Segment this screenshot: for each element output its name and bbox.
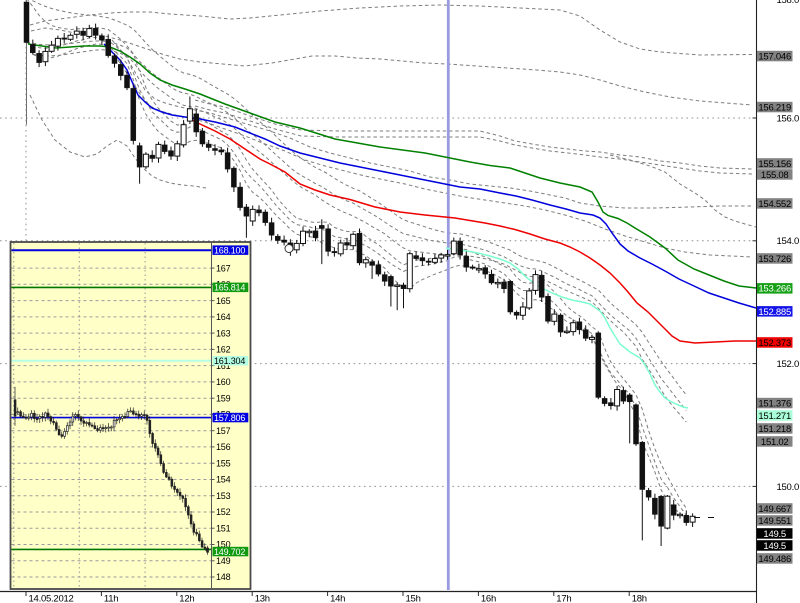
svg-text:152: 152 [216, 507, 231, 517]
svg-text:152.885: 152.885 [758, 307, 791, 318]
svg-text:155.08: 155.08 [761, 170, 789, 181]
svg-text:168.100: 168.100 [214, 245, 245, 255]
svg-text:159: 159 [216, 393, 231, 403]
svg-text:156.0: 156.0 [776, 113, 799, 124]
svg-text:150.0: 150.0 [776, 482, 799, 493]
svg-text:151.376: 151.376 [758, 398, 791, 409]
svg-text:149.5: 149.5 [763, 529, 786, 540]
svg-text:149.667: 149.667 [758, 504, 791, 515]
svg-text:161: 161 [216, 361, 231, 371]
svg-text:15h: 15h [406, 594, 421, 603]
svg-text:12h: 12h [179, 594, 194, 603]
svg-text:154: 154 [216, 475, 231, 485]
svg-text:153: 153 [216, 491, 231, 501]
svg-text:164: 164 [216, 312, 231, 322]
svg-text:158.0: 158.0 [776, 0, 799, 6]
svg-text:157: 157 [216, 426, 231, 436]
svg-text:153.266: 153.266 [758, 284, 791, 295]
svg-text:148: 148 [216, 572, 231, 582]
svg-text:151.218: 151.218 [758, 424, 791, 435]
svg-text:13h: 13h [255, 594, 270, 603]
svg-text:17h: 17h [556, 594, 571, 603]
svg-text:165.814: 165.814 [214, 283, 245, 293]
svg-text:149.702: 149.702 [214, 547, 245, 557]
svg-text:16h: 16h [481, 594, 496, 603]
svg-text:151.271: 151.271 [758, 411, 791, 422]
svg-text:152.0: 152.0 [776, 359, 799, 370]
svg-text:149.5: 149.5 [763, 541, 786, 552]
svg-text:14.05.2012: 14.05.2012 [29, 594, 74, 603]
svg-text:155.156: 155.156 [758, 159, 791, 170]
svg-text:154.552: 154.552 [758, 199, 791, 210]
svg-text:157.806: 157.806 [214, 413, 245, 423]
svg-text:14h: 14h [330, 594, 345, 603]
svg-text:152.373: 152.373 [758, 338, 791, 349]
svg-text:149: 149 [216, 556, 231, 566]
svg-text:149.551: 149.551 [758, 516, 791, 527]
svg-text:11h: 11h [104, 594, 118, 603]
svg-text:149.486: 149.486 [758, 554, 791, 565]
svg-text:165: 165 [216, 296, 231, 306]
svg-text:160: 160 [216, 377, 231, 387]
svg-text:153.726: 153.726 [758, 254, 791, 265]
svg-text:157.046: 157.046 [758, 51, 791, 62]
svg-text:18h: 18h [632, 594, 647, 603]
svg-text:156: 156 [216, 442, 231, 452]
svg-text:154.0: 154.0 [776, 236, 799, 247]
svg-text:151.02: 151.02 [761, 437, 789, 448]
svg-text:162: 162 [216, 345, 231, 355]
svg-text:163: 163 [216, 328, 231, 338]
svg-text:167: 167 [216, 263, 231, 273]
svg-text:151: 151 [216, 523, 231, 533]
svg-text:150: 150 [216, 540, 231, 550]
svg-text:156.219: 156.219 [758, 102, 791, 113]
svg-text:161.304: 161.304 [214, 356, 245, 366]
svg-text:155: 155 [216, 458, 231, 468]
